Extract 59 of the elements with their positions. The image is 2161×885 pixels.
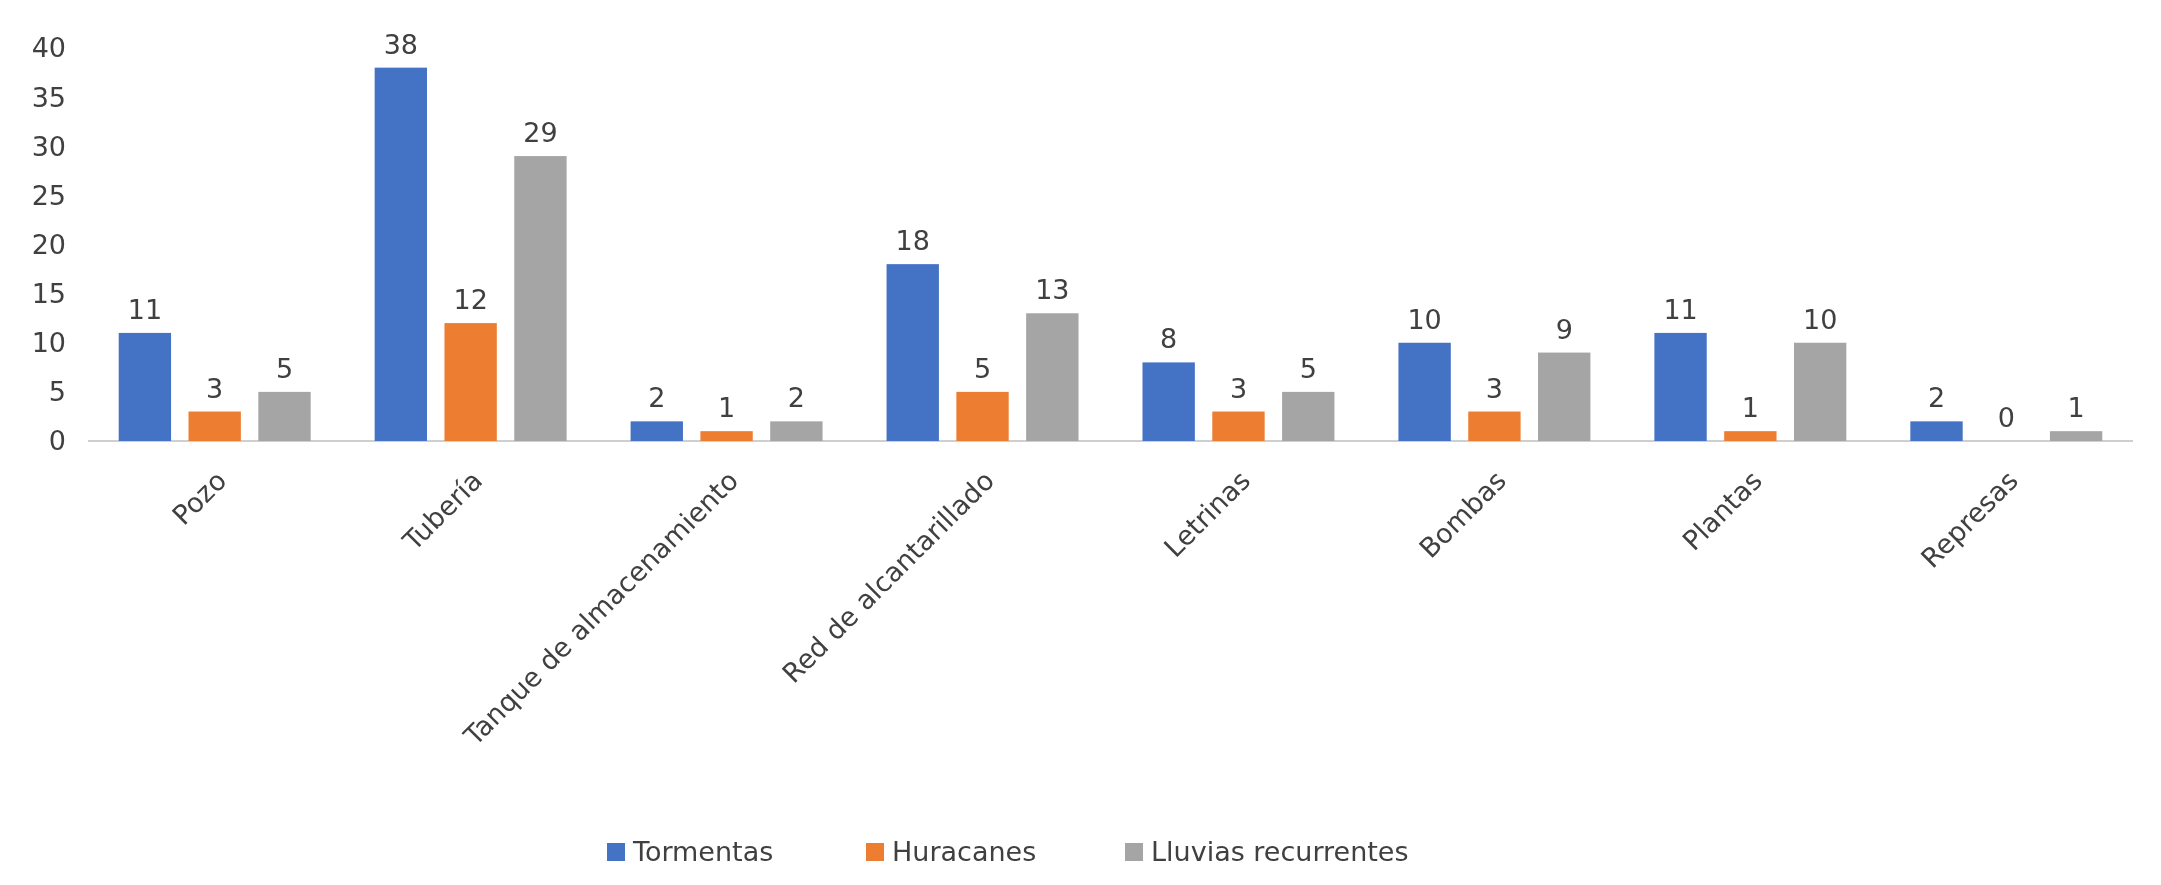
data-label: 8 [1160, 323, 1178, 355]
bar [1026, 313, 1079, 441]
legend-label: Tormentas [632, 836, 774, 867]
data-label: 5 [275, 352, 294, 384]
y-tick-label: 25 [31, 179, 66, 211]
bar [1910, 421, 1963, 441]
bar [1398, 342, 1451, 441]
bar [956, 391, 1009, 441]
bar [1212, 411, 1265, 441]
legend-label: Lluvias recurrentes [1151, 836, 1409, 867]
y-tick-label: 5 [48, 376, 66, 408]
y-tick-label: 15 [31, 278, 66, 310]
data-label: 2 [787, 382, 805, 414]
bar [886, 264, 939, 441]
data-label: 10 [1407, 303, 1442, 335]
data-label: 5 [973, 352, 992, 384]
y-tick-label: 30 [31, 130, 66, 162]
data-label: 38 [383, 28, 419, 60]
data-label: 29 [523, 117, 558, 149]
bar [1654, 332, 1707, 441]
y-tick-label: 40 [31, 32, 66, 64]
bar [1793, 342, 1847, 441]
data-label: 13 [1035, 274, 1070, 306]
data-label: 5 [1299, 352, 1317, 384]
data-label: 9 [1555, 313, 1573, 345]
data-label: 1 [2067, 392, 2085, 424]
data-label: 11 [1663, 293, 1698, 325]
data-label: 12 [453, 284, 488, 316]
data-label: 2 [1927, 382, 1946, 414]
bar [1724, 431, 1777, 441]
data-label: 11 [127, 293, 163, 325]
bar [374, 67, 428, 441]
bar [1468, 411, 1521, 441]
bar [118, 332, 172, 441]
y-tick-label: 10 [31, 327, 66, 359]
data-label: 3 [206, 372, 224, 404]
data-label: 2 [648, 382, 666, 414]
bar [258, 391, 311, 441]
bar [700, 431, 753, 441]
data-label: 18 [895, 225, 930, 257]
data-label: 0 [1997, 402, 2015, 433]
bar [188, 411, 241, 441]
data-label: 1 [717, 392, 736, 424]
bar [444, 323, 497, 441]
y-tick-label: 35 [31, 81, 66, 113]
data-label: 3 [1485, 372, 1504, 404]
bar [1282, 391, 1335, 441]
data-label: 1 [1741, 392, 1759, 424]
bar [770, 421, 823, 441]
legend-label: Huracanes [892, 836, 1037, 867]
bar [630, 421, 683, 441]
bar [2049, 431, 2103, 441]
bar [1538, 352, 1591, 441]
y-tick-label: 0 [48, 425, 66, 457]
data-label: 3 [1229, 372, 1248, 404]
y-tick-label: 20 [31, 228, 66, 260]
bar [514, 156, 567, 441]
data-label: 10 [1802, 303, 1838, 335]
bar [1142, 362, 1195, 441]
